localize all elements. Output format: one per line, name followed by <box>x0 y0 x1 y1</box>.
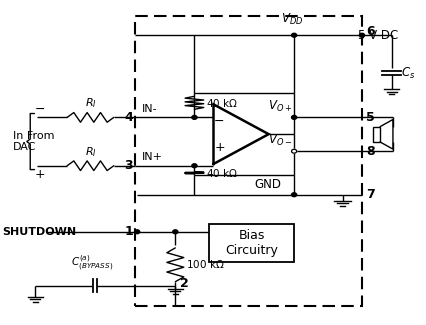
Text: 1: 1 <box>124 225 132 238</box>
Bar <box>209 224 294 262</box>
Text: 7: 7 <box>366 188 374 201</box>
Text: IN+: IN+ <box>141 152 162 162</box>
Circle shape <box>134 230 139 234</box>
Text: GND: GND <box>254 178 281 191</box>
Text: 100 k$\Omega$: 100 k$\Omega$ <box>185 258 224 270</box>
Text: 40 k$\Omega$: 40 k$\Omega$ <box>206 167 238 179</box>
Text: IN-: IN- <box>141 104 157 114</box>
Text: 8: 8 <box>366 145 374 158</box>
Circle shape <box>359 33 364 37</box>
Circle shape <box>291 115 296 119</box>
Circle shape <box>191 164 196 168</box>
Text: $V_{DD}$: $V_{DD}$ <box>280 12 302 27</box>
Text: $C_{(BYPASS)}^{(a)}$: $C_{(BYPASS)}^{(a)}$ <box>71 253 113 273</box>
Text: $V_{O-}$: $V_{O-}$ <box>267 133 291 148</box>
Circle shape <box>173 230 178 234</box>
Text: 4: 4 <box>124 111 132 124</box>
Text: SHUTDOWN: SHUTDOWN <box>3 227 77 237</box>
Circle shape <box>291 149 296 153</box>
Text: $R_I$: $R_I$ <box>84 97 96 110</box>
Text: 5: 5 <box>366 111 374 124</box>
Circle shape <box>291 33 296 37</box>
Text: 5 V DC: 5 V DC <box>357 29 397 42</box>
Text: +: + <box>35 168 46 181</box>
Text: $C_s$: $C_s$ <box>400 66 414 81</box>
Text: $R_I$: $R_I$ <box>84 145 96 159</box>
Text: 6: 6 <box>366 25 374 38</box>
Text: 3: 3 <box>124 159 132 172</box>
Text: 2: 2 <box>180 277 189 290</box>
Circle shape <box>191 115 196 119</box>
Text: 40 k$\Omega$: 40 k$\Omega$ <box>206 97 238 109</box>
Bar <box>372 126 379 142</box>
Text: −: − <box>214 114 224 127</box>
Bar <box>135 16 361 306</box>
Text: $V_{O+}$: $V_{O+}$ <box>267 99 291 114</box>
Text: In From
DAC: In From DAC <box>13 131 54 152</box>
Circle shape <box>291 193 296 197</box>
Text: +: + <box>213 141 224 154</box>
Text: −: − <box>35 102 46 115</box>
Text: Bias
Circuitry: Bias Circuitry <box>225 229 277 257</box>
